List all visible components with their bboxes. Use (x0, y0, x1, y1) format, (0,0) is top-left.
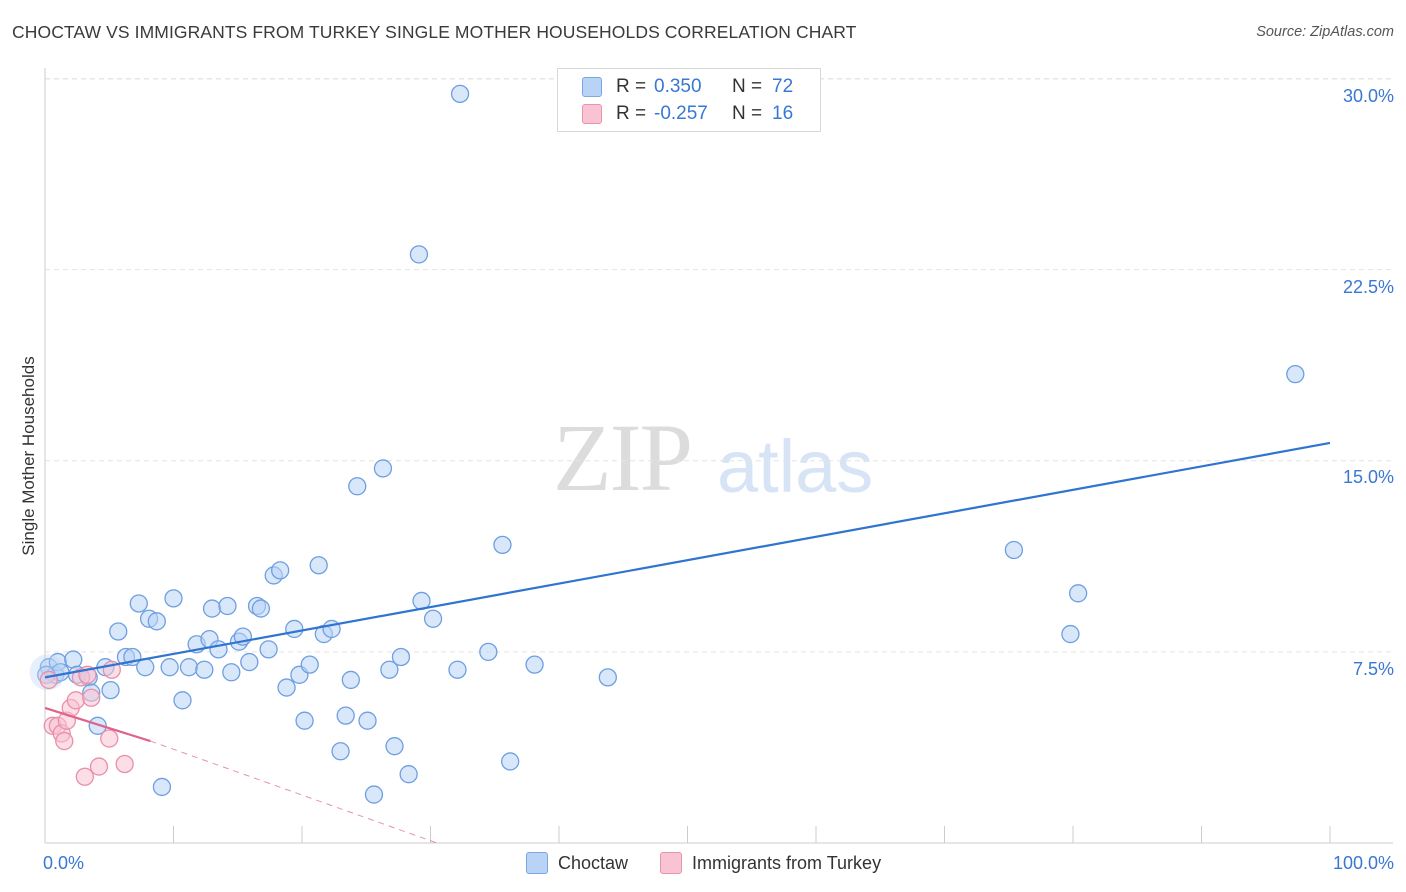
legend-row-choctaw: R = 0.350 N = 72 (582, 74, 812, 100)
legend-row-turkey: R = -0.257 N = 16 (582, 101, 812, 127)
choctaw-point (1068, 584, 1088, 603)
y-tick-label-30: 30.0% (1342, 86, 1394, 106)
choctaw-point (295, 711, 314, 730)
turkey-point (100, 729, 119, 748)
choctaw-point (240, 652, 259, 672)
choctaw-point (218, 596, 237, 616)
watermark-atlas: atlas (717, 425, 874, 508)
choctaw-point (450, 84, 470, 104)
legend-r-label: R = (616, 76, 647, 97)
choctaw-point (251, 599, 271, 618)
legend-item-turkey[interactable]: Immigrants from Turkey (660, 852, 881, 874)
choctaw-point (380, 660, 399, 679)
turkey-trend-line (44, 706, 151, 743)
choctaw-point (222, 663, 241, 682)
choctaw-point (409, 245, 429, 264)
legend-item-label: Immigrants from Turkey (692, 852, 882, 873)
choctaw-point (501, 752, 520, 771)
choctaw-point (391, 647, 411, 667)
legend-r-label: R = (616, 103, 647, 124)
y-tick-label-7-5: 7.5% (1352, 659, 1394, 679)
choctaw-point (364, 785, 384, 804)
choctaw-point (64, 650, 83, 669)
grid-lines (45, 78, 1393, 653)
choctaw-point (448, 660, 467, 679)
choctaw-point (164, 589, 183, 608)
choctaw-point (1061, 624, 1080, 644)
y-axis-label: Single Mother Households (19, 356, 38, 556)
turkey-point (115, 754, 134, 774)
turkey-point (89, 757, 109, 776)
legend-n-value: 72 (772, 76, 794, 97)
choctaw-point (285, 619, 304, 639)
choctaw-point (1286, 365, 1305, 384)
choctaw-point (300, 655, 319, 674)
x-tick-label-min: 0.0% (43, 853, 85, 873)
y-tick-label-15: 15.0% (1342, 467, 1394, 487)
choctaw-point (348, 477, 367, 496)
choctaw-point (479, 642, 498, 662)
y-tick-label-22-5: 22.5% (1342, 277, 1394, 297)
watermark-zip: ZIP (553, 404, 693, 511)
legend-r-value: -0.257 (654, 103, 708, 124)
choctaw-point (598, 668, 617, 687)
choctaw-point (271, 561, 290, 580)
turkey-points (39, 660, 134, 786)
legend-item-choctaw[interactable]: Choctaw (526, 852, 628, 874)
choctaw-point (423, 609, 443, 628)
legend-n-label: N = (732, 76, 763, 97)
choctaw-point (147, 612, 166, 631)
trend-lines (44, 441, 1331, 844)
turkey-legend-swatch (660, 852, 683, 874)
choctaw-point (179, 658, 199, 677)
turkey-trend-extension (150, 740, 438, 844)
choctaw-point (109, 622, 128, 641)
legend-n-value: 16 (772, 103, 794, 124)
choctaw-point (336, 706, 355, 725)
choctaw-point (202, 599, 222, 618)
choctaw-point (341, 670, 360, 690)
choctaw-point (309, 556, 328, 575)
choctaw-point (373, 459, 393, 478)
choctaw-point (358, 711, 377, 730)
legend-item-label: Choctaw (558, 852, 629, 873)
choctaw-point (259, 640, 278, 659)
x-tick-label-max: 100.0% (1332, 853, 1394, 873)
choctaw-point (173, 691, 192, 710)
turkey-point (55, 731, 74, 751)
turkey-point (75, 767, 94, 786)
legend-r-value: 0.350 (654, 76, 702, 97)
choctaw-point (385, 737, 404, 756)
turkey-swatch (582, 104, 602, 124)
choctaw-point (1004, 540, 1024, 560)
choctaw-legend-swatch (526, 852, 548, 874)
choctaw-point (160, 658, 179, 677)
turkey-point (39, 670, 59, 690)
choctaw-point (129, 594, 148, 613)
axes (44, 68, 1393, 844)
choctaw-point (525, 655, 544, 674)
chart-title: CHOCTAW VS IMMIGRANTS FROM TURKEY SINGLE… (12, 22, 857, 42)
choctaw-point (209, 640, 228, 659)
choctaw-swatch (582, 77, 602, 97)
choctaw-point (195, 660, 214, 679)
choctaw-point (399, 765, 418, 784)
choctaw-trend-line (44, 441, 1331, 679)
turkey-point (66, 691, 85, 710)
correlation-legend: R = 0.350 N = 72 R = -0.257 N = 16 (557, 68, 821, 132)
series-legend: Choctaw Immigrants from Turkey (526, 852, 913, 874)
source-label: Source: ZipAtlas.com (1256, 24, 1394, 40)
choctaw-point (101, 680, 120, 700)
choctaw-point (277, 678, 296, 697)
turkey-point (82, 688, 101, 707)
choctaw-point (493, 535, 512, 555)
choctaw-points (29, 84, 1305, 804)
choctaw-point (88, 716, 107, 735)
choctaw-point (152, 777, 172, 797)
legend-n-label: N = (732, 103, 763, 124)
choctaw-point (331, 742, 350, 761)
